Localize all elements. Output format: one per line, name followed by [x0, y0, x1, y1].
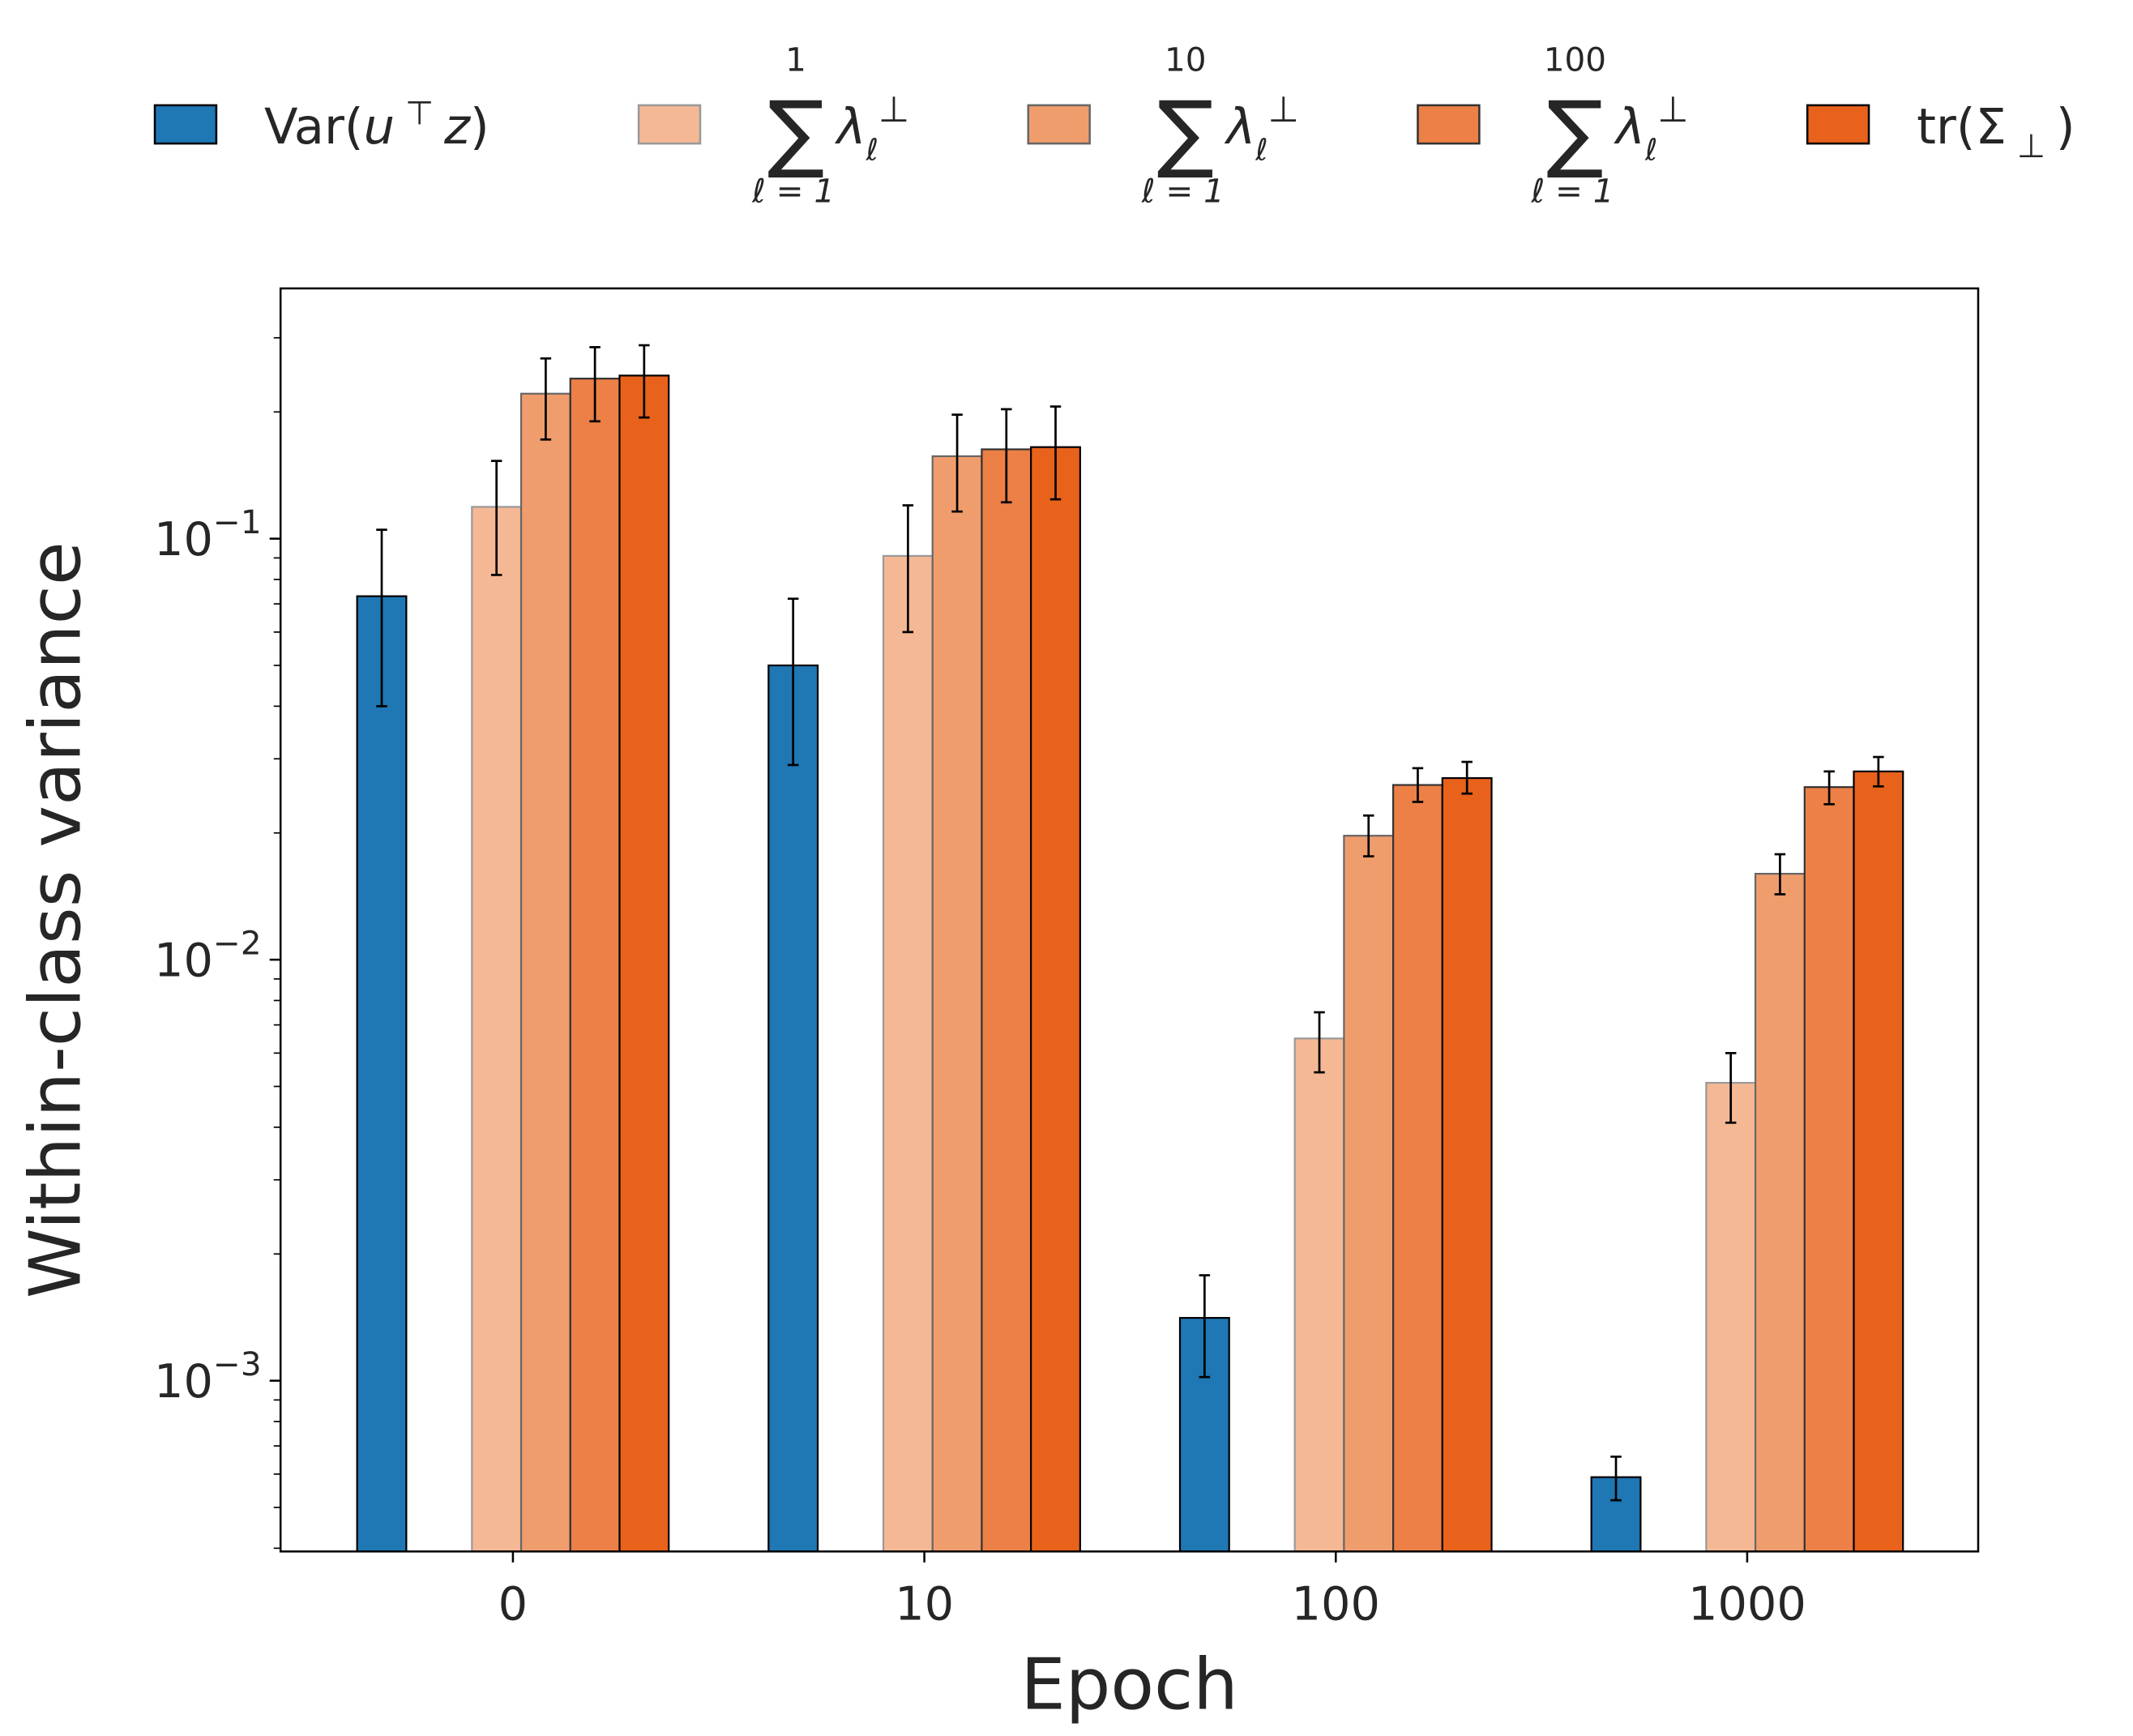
bar [1343, 835, 1395, 1553]
sum-lower-limit: ℓ = 1 [1141, 172, 1225, 211]
legend-label: λℓ⊥ [835, 89, 909, 167]
legend-entry: Var(u ⊤ z) [153, 93, 489, 156]
x-tick-label: 1000 [1688, 1577, 1806, 1631]
legend-label: tr(Σ ⊥ ) [1917, 99, 2075, 165]
sum-lower-limit: ℓ = 1 [751, 172, 835, 211]
legend-swatch [153, 104, 218, 145]
bar [767, 664, 819, 1553]
legend-label: λℓ⊥ [1614, 89, 1688, 167]
plot-frame [279, 287, 1980, 1553]
x-axis: 0 10 100 1000 [498, 1551, 1806, 1631]
bar [1441, 776, 1493, 1553]
bar [981, 448, 1032, 1553]
bar [1030, 446, 1081, 1553]
bar [1853, 770, 1904, 1553]
y-tick-label: 10−3 [154, 1345, 262, 1409]
bar [1293, 1037, 1345, 1553]
y-axis: 10−1 10−2 10−3 [154, 336, 281, 1550]
legend-swatch [1417, 104, 1481, 145]
legend-label: Var(u ⊤ z) [264, 93, 489, 156]
bar [471, 506, 523, 1553]
bar [356, 595, 408, 1553]
y-tick-label: 10−1 [154, 502, 262, 567]
bar [519, 392, 571, 1553]
sum-upper-limit: 10 [1165, 41, 1207, 79]
sum-symbol: ∑ [767, 83, 824, 182]
legend: Var(u ⊤ z)1∑ℓ = 1λℓ⊥10∑ℓ = 1λℓ⊥100∑ℓ = 1… [153, 41, 2075, 211]
legend-entry: 1 ∑ℓ = 1λℓ⊥ [637, 41, 909, 211]
bar [1392, 784, 1443, 1553]
sum-symbol: ∑ [1546, 83, 1603, 182]
legend-swatch [1027, 104, 1091, 145]
bar [569, 378, 621, 1553]
x-tick-label: 0 [498, 1577, 528, 1631]
x-axis-label: Epoch [1020, 1643, 1238, 1725]
x-tick-label: 100 [1292, 1577, 1380, 1631]
sum-upper-limit: 100 [1544, 41, 1606, 79]
bar [931, 455, 983, 1553]
sum-upper-limit: 1 [785, 41, 806, 79]
legend-entry: 100 ∑ℓ = 1λℓ⊥ [1417, 41, 1688, 211]
bar [1754, 872, 1806, 1553]
sum-lower-limit: ℓ = 1 [1530, 172, 1614, 211]
x-tick-label: 10 [895, 1577, 954, 1631]
bar [618, 374, 670, 1553]
legend-swatch [1806, 104, 1870, 145]
legend-label: λℓ⊥ [1224, 89, 1298, 167]
bar [1803, 786, 1855, 1553]
bar [882, 554, 934, 1553]
legend-swatch [637, 104, 702, 145]
y-tick-label: 10−2 [154, 923, 262, 987]
legend-entry: tr(Σ ⊥ ) [1806, 99, 2075, 165]
sum-symbol: ∑ [1157, 83, 1214, 182]
bar [1705, 1081, 1757, 1553]
legend-entry: 10 ∑ℓ = 1 λℓ⊥ [1027, 41, 1299, 211]
y-axis-label: Within-class variance [14, 541, 96, 1298]
bars [356, 344, 1904, 1553]
